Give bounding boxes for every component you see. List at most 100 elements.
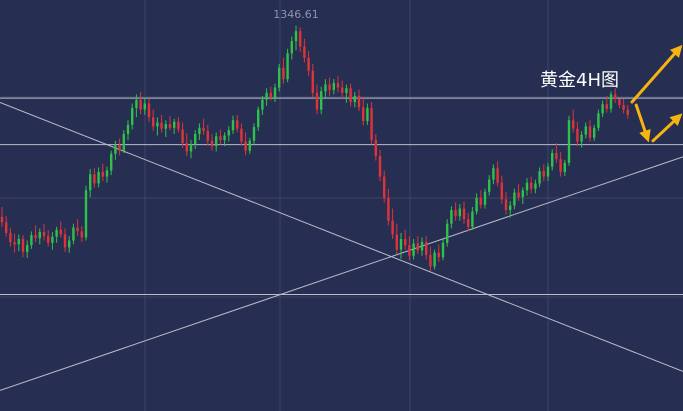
- candle-up: [265, 92, 268, 100]
- candle-down: [34, 235, 37, 239]
- candle-up: [513, 192, 516, 206]
- candle-up: [173, 121, 176, 128]
- candle-down: [336, 82, 340, 88]
- candle-down: [454, 210, 457, 217]
- candle-up: [131, 108, 134, 125]
- candle-down: [328, 84, 331, 90]
- candle-down: [504, 199, 508, 211]
- candle-down: [576, 128, 579, 142]
- falling-trendline-line: [0, 102, 683, 372]
- candle-down: [282, 67, 285, 80]
- candle-up: [563, 162, 566, 173]
- candle-up: [227, 130, 230, 136]
- candle-down: [588, 126, 592, 138]
- candle-down: [605, 104, 608, 109]
- candle-down: [181, 129, 184, 144]
- candle-up: [609, 94, 613, 109]
- candle-down: [299, 31, 302, 47]
- candle-down: [404, 238, 407, 246]
- candle-down: [101, 172, 104, 177]
- candle-down: [5, 222, 8, 233]
- candle-up: [198, 127, 201, 134]
- candle-down: [80, 231, 83, 238]
- candle-down: [357, 95, 361, 108]
- candle-up: [97, 172, 100, 184]
- candle-down: [13, 242, 16, 245]
- candle-down: [63, 234, 67, 248]
- candle-up: [294, 31, 298, 42]
- candle-down: [462, 208, 466, 220]
- candle-up: [324, 84, 327, 92]
- candle-up: [483, 191, 487, 205]
- arrow-head: [639, 129, 651, 143]
- candle-up: [584, 126, 587, 135]
- candle-down: [559, 159, 562, 173]
- candle-down: [626, 109, 629, 115]
- candle-up: [458, 208, 461, 217]
- candle-down: [47, 235, 50, 243]
- candle-down: [42, 232, 46, 236]
- candle-up: [353, 95, 356, 102]
- candle-down: [374, 140, 377, 157]
- candle-down: [429, 254, 432, 267]
- candle-up: [84, 190, 88, 238]
- candle-up: [433, 252, 436, 267]
- candle-down: [59, 229, 62, 235]
- candle-up: [492, 168, 495, 180]
- candle-up: [252, 127, 256, 141]
- candle-up: [30, 235, 33, 246]
- arrow-shaft: [634, 103, 647, 133]
- candle-up: [471, 211, 474, 227]
- candle-up: [72, 227, 75, 241]
- candle-down: [467, 219, 470, 227]
- candle-down: [341, 87, 344, 93]
- candle-down: [315, 92, 319, 110]
- candle-down: [383, 176, 386, 198]
- candle-down: [93, 174, 96, 184]
- rising-trendline-line: [0, 156, 683, 391]
- candles: [0, 25, 629, 271]
- candle-up: [55, 229, 58, 237]
- candle-down: [349, 88, 352, 102]
- candle-up: [215, 136, 218, 147]
- candle-up: [194, 133, 197, 145]
- candle-down: [9, 232, 12, 243]
- candle-up: [538, 171, 541, 184]
- candle-up: [488, 179, 491, 192]
- candle-down: [160, 122, 163, 129]
- candle-up: [551, 152, 554, 167]
- candle-down: [387, 197, 390, 221]
- candle-down: [416, 243, 419, 251]
- candle-down: [370, 108, 373, 141]
- candle-up: [278, 67, 281, 88]
- candle-up: [122, 133, 125, 151]
- candle-up: [345, 88, 348, 93]
- candle-up: [105, 170, 109, 177]
- candle-down: [618, 98, 621, 106]
- candle-down: [236, 120, 239, 129]
- candle-down: [362, 107, 365, 122]
- candle-down: [219, 136, 222, 141]
- candle-down: [303, 46, 306, 58]
- candle-down: [614, 94, 617, 99]
- candle-up: [17, 238, 20, 245]
- candle-up: [164, 124, 167, 129]
- candle-down: [391, 220, 394, 235]
- candle-up: [248, 140, 251, 151]
- candle-up: [525, 182, 529, 191]
- candle-up: [51, 236, 54, 243]
- candle-down: [437, 252, 440, 258]
- candle-up: [601, 104, 604, 114]
- arrow-shaft: [630, 52, 676, 104]
- candle-up: [475, 197, 478, 212]
- candle-down: [395, 234, 398, 250]
- candle-up: [534, 183, 537, 189]
- candle-up: [441, 242, 445, 258]
- candle-up: [231, 120, 235, 131]
- candle-down: [496, 168, 499, 183]
- candle-up: [412, 243, 415, 256]
- arrows: [630, 44, 683, 143]
- candle-up: [89, 174, 92, 191]
